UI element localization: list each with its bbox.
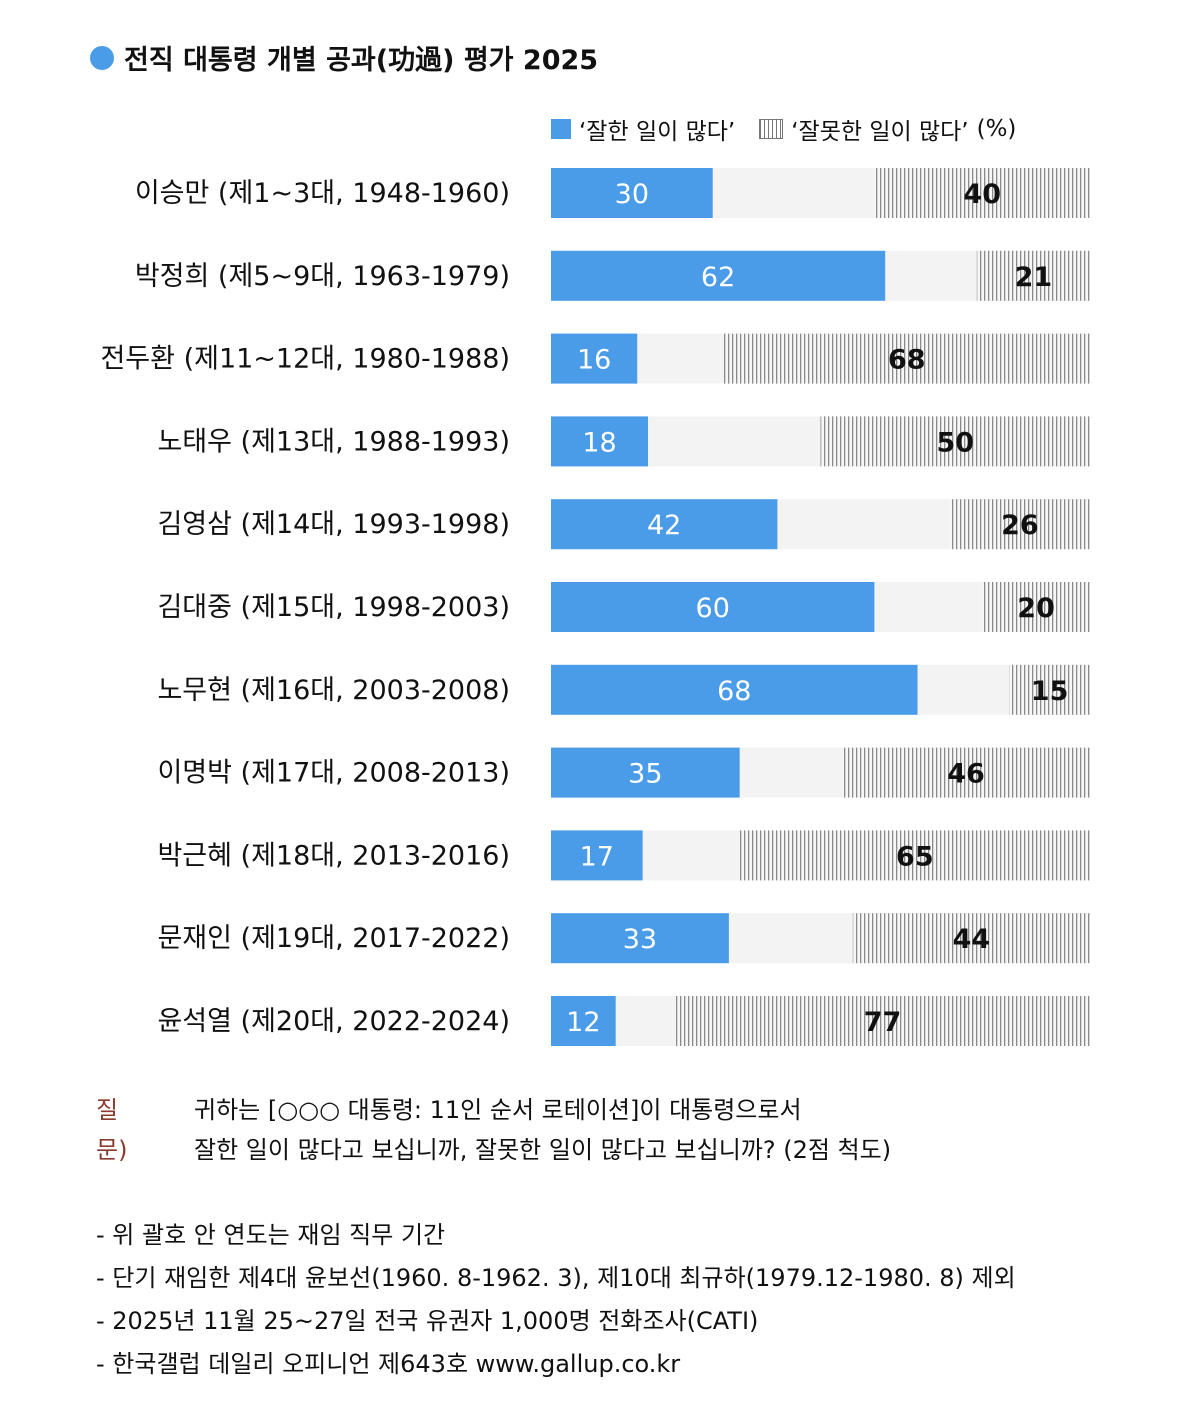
bar-good — [551, 416, 649, 467]
bullet-dot-icon — [90, 45, 114, 70]
value-label-good: 60 — [696, 593, 730, 624]
bar-bad — [852, 913, 1090, 964]
value-label-good: 18 — [582, 427, 616, 458]
bar-bad — [1009, 664, 1090, 715]
bar-chart: 이승만 (제1~3대, 1948-1960) 30 40 박정희 (제5~9대, 19… — [100, 168, 1090, 1046]
note: - 2025년 11월 25~27일 전국 유권자 1,000명 전화조사(CA… — [96, 1307, 759, 1335]
bar-bad — [949, 499, 1090, 550]
legend-label-good: ‘잘한 일이 많다’ — [579, 119, 736, 145]
category-label: 김대중 (제15대, 1998-2003) — [157, 592, 510, 623]
chart-title-text: 전직 대통령 개별 공과(功過) 평가 2025 — [124, 45, 599, 76]
value-label-bad: 15 — [1031, 676, 1069, 707]
value-label-bad: 44 — [953, 924, 991, 955]
value-label-good: 12 — [566, 1007, 600, 1038]
bar-good — [551, 747, 740, 798]
chart-title: 전직 대통령 개별 공과(功過) 평가 2025 — [90, 38, 598, 77]
value-label-good: 42 — [647, 510, 681, 541]
bar-good — [551, 333, 638, 384]
value-label-good: 35 — [628, 759, 662, 790]
value-label-bad: 77 — [864, 1007, 902, 1038]
value-label-good: 68 — [717, 676, 751, 707]
bar-bad — [723, 333, 1090, 384]
value-label-bad: 65 — [896, 841, 934, 872]
bar-bad — [842, 747, 1090, 798]
bar-bad — [820, 416, 1090, 467]
category-label: 문재인 (제19대, 2017-2022) — [157, 923, 510, 954]
value-label-good: 30 — [615, 179, 649, 210]
value-label-good: 62 — [701, 262, 735, 293]
value-label-bad: 68 — [888, 345, 926, 376]
question-line: 귀하는 [○○○ 대통령: 11인 순서 로테이션]이 대통령으로서 — [194, 1096, 802, 1124]
legend-unit: (%) — [976, 116, 1017, 142]
legend-swatch-bad — [759, 119, 784, 139]
category-label: 노태우 (제13대, 1988-1993) — [157, 426, 510, 457]
bar-good — [551, 996, 616, 1046]
bar-good — [551, 913, 729, 964]
bar-bad — [874, 168, 1090, 218]
value-label-good: 33 — [623, 924, 657, 955]
notes: - 위 괄호 안 연도는 재임 직무 기간 - 단기 재임한 제4대 윤보선(1… — [96, 1214, 1016, 1386]
note: - 한국갤럽 데일리 오피니언 제643호 www.gallup.co.kr — [96, 1350, 681, 1378]
bar-good — [551, 830, 643, 881]
bar-bad — [976, 250, 1090, 301]
bar-good — [551, 582, 875, 632]
question-label: 질문) — [96, 1096, 128, 1164]
note: - 위 괄호 안 연도는 재임 직무 기간 — [96, 1221, 446, 1249]
category-label: 이승만 (제1~3대, 1948-1960) — [135, 178, 510, 209]
value-label-bad: 26 — [1001, 510, 1039, 541]
category-label: 이명박 (제17대, 2008-2013) — [157, 758, 510, 789]
category-label: 박근혜 (제18대, 2013-2016) — [157, 840, 510, 871]
bar-bad — [674, 996, 1090, 1046]
legend-label-bad: ‘잘못한 일이 많다’ — [791, 119, 969, 145]
legend: ‘잘한 일이 많다’ ‘잘못한 일이 많다’ (%) — [551, 112, 1016, 146]
category-label: 전두환 (제11~12대, 1980-1988) — [100, 344, 510, 375]
note: - 단기 재임한 제4대 윤보선(1960. 8-1962. 3), 제10대 … — [96, 1264, 1016, 1292]
value-label-bad: 50 — [936, 427, 974, 458]
category-label: 박정희 (제5~9대, 1963-1979) — [135, 261, 510, 292]
legend-swatch-good — [551, 119, 571, 139]
category-label: 윤석열 (제20대, 2022-2024) — [157, 1006, 510, 1037]
value-label-good: 17 — [580, 841, 614, 872]
value-label-bad: 20 — [1017, 593, 1055, 624]
question-line: 잘한 일이 많다고 보십니까, 잘못한 일이 많다고 보십니까? (2점 척도) — [194, 1136, 892, 1164]
bar-good — [551, 250, 886, 301]
value-label-good: 16 — [577, 345, 611, 376]
value-label-bad: 46 — [947, 759, 985, 790]
category-label: 노무현 (제16대, 2003-2008) — [157, 675, 510, 706]
bar-good — [551, 168, 713, 218]
bar-bad — [739, 830, 1090, 881]
bar-good — [551, 664, 918, 715]
value-label-bad: 21 — [1015, 262, 1053, 293]
bar-bad — [982, 582, 1090, 632]
bar-good — [551, 499, 778, 550]
value-label-bad: 40 — [963, 179, 1001, 210]
category-label: 김영삼 (제14대, 1993-1998) — [157, 509, 510, 540]
